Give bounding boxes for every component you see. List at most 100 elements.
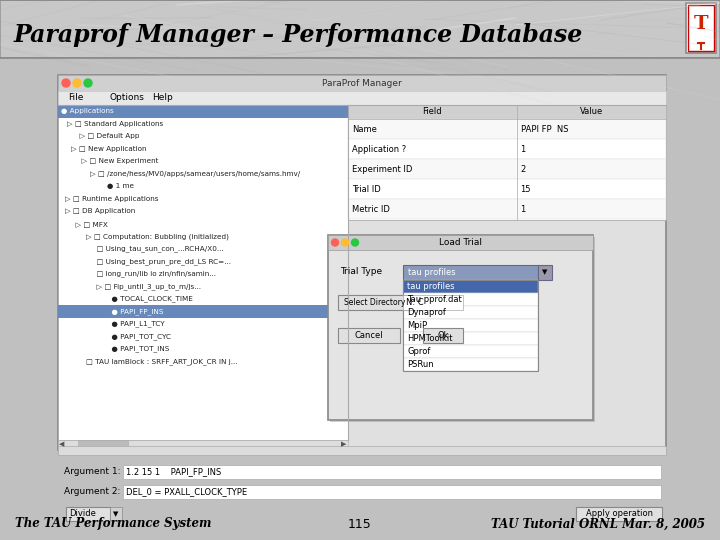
Text: Argument 2:: Argument 2: [64,488,120,496]
Text: ● PAPI_TOT_INS: ● PAPI_TOT_INS [89,346,169,352]
Bar [403,265,538,280]
Text: ▷ □ MFX: ▷ □ MFX [71,221,108,227]
Text: ◀: ◀ [59,441,65,447]
Text: The TAU Performance System: The TAU Performance System [15,517,212,530]
Text: N: C: N: C [406,298,423,307]
Text: Field: Field [423,107,442,117]
Text: Argument 1:: Argument 1: [64,468,120,476]
Text: ▶: ▶ [341,441,347,447]
Circle shape [331,239,338,246]
Text: tau profiles: tau profiles [407,282,454,291]
Bar [576,507,662,521]
Bar [348,159,666,179]
Bar [110,507,122,521]
Text: ▷ □ New Experiment: ▷ □ New Experiment [77,158,158,164]
Text: Trial Type: Trial Type [340,267,382,276]
Bar [58,75,666,450]
Bar [58,448,666,453]
Bar [348,139,666,159]
Text: □ Using_best_prun_pre_dd_LS RC=...: □ Using_best_prun_pre_dd_LS RC=... [83,258,231,265]
Text: Experiment ID: Experiment ID [352,165,413,173]
Bar [330,237,595,422]
Text: T: T [693,15,708,33]
Circle shape [73,79,81,87]
Text: Ok: Ok [437,331,449,340]
Bar [123,465,661,479]
Text: PAPI FP  NS: PAPI FP NS [521,125,568,133]
Text: Metric ID: Metric ID [352,205,390,213]
Text: Divide: Divide [70,510,96,518]
Bar [403,358,538,371]
Text: MpiP: MpiP [407,321,427,330]
Bar [403,280,538,371]
Bar [423,328,463,343]
Bar [348,119,666,139]
Text: Options: Options [110,93,145,103]
Text: ▷ □ Fip_until_3_up_to_m/js...: ▷ □ Fip_until_3_up_to_m/js... [83,283,201,289]
Bar [58,105,348,118]
Text: Trial ID: Trial ID [352,185,381,193]
Bar [348,199,666,219]
Text: 15: 15 [521,185,531,193]
Text: 1: 1 [521,145,526,153]
Text: □ long_run/lib io zin/nfin/samin...: □ long_run/lib io zin/nfin/samin... [83,271,216,277]
Text: ● Applications: ● Applications [61,108,114,114]
Text: ▷ □ DB Application: ▷ □ DB Application [65,208,135,214]
Bar [66,507,110,521]
Bar [58,91,666,105]
Bar [0,58,720,540]
Text: ● TOCAL_CLOCK_TIME: ● TOCAL_CLOCK_TIME [89,295,193,302]
Text: ▷ □ Runtime Applications: ▷ □ Runtime Applications [65,195,158,202]
Text: ● 1 me: ● 1 me [89,183,134,189]
Text: Cancel: Cancel [355,331,383,340]
Bar [686,3,716,53]
Text: 1: 1 [521,205,526,213]
Text: ▼: ▼ [542,269,548,275]
Text: ● PAPI_FP_INS: ● PAPI_FP_INS [89,308,163,315]
Bar [348,179,666,199]
Circle shape [351,239,359,246]
Bar [78,440,128,448]
Bar [403,295,463,310]
Bar [403,332,538,345]
Text: Paraprof Manager – Performance Database: Paraprof Manager – Performance Database [14,23,583,47]
Text: ▷ □ Standard Applications: ▷ □ Standard Applications [67,121,163,127]
Text: □ Using_tau_sun_con_...RCHA/X0...: □ Using_tau_sun_con_...RCHA/X0... [83,245,224,252]
Text: Dynaprof: Dynaprof [407,308,446,317]
Text: TAU Tutorial ORNL Mar. 8, 2005: TAU Tutorial ORNL Mar. 8, 2005 [491,517,705,530]
Circle shape [62,79,70,87]
Text: Apply operation: Apply operation [585,510,652,518]
Text: ▼: ▼ [113,511,119,517]
Bar [403,319,538,332]
Text: 2: 2 [521,165,526,173]
Text: Help: Help [152,93,173,103]
Bar [403,345,538,358]
Text: Name: Name [352,125,377,133]
Text: □ TAU lamBlock : SRFF_ART_JOK_CR IN j...: □ TAU lamBlock : SRFF_ART_JOK_CR IN j... [77,358,238,365]
Bar [348,105,666,119]
Circle shape [84,79,92,87]
Bar [403,280,538,293]
Text: Application ?: Application ? [352,145,406,153]
Text: File: File [68,93,84,103]
Bar [403,293,538,306]
Text: Load Trial: Load Trial [439,238,482,247]
Text: ● PAPI_TOT_CYC: ● PAPI_TOT_CYC [89,333,171,340]
Text: 1.2 15 1    PAPI_FP_INS: 1.2 15 1 PAPI_FP_INS [126,468,221,476]
Text: HPMToolkit: HPMToolkit [407,334,452,343]
Text: tau profiles: tau profiles [408,268,456,277]
Bar [348,105,666,220]
Text: ParaProf Manager: ParaProf Manager [322,78,402,87]
Bar [58,446,666,455]
Bar [58,75,666,91]
Bar [688,5,714,51]
Text: ▷ □ Computation: Bubbling (initialized): ▷ □ Computation: Bubbling (initialized) [77,233,229,240]
Bar [0,0,720,58]
Text: ▷ □ /zone/hess/MV0/apps/samear/users/home/sams.hmv/: ▷ □ /zone/hess/MV0/apps/samear/users/hom… [81,171,300,177]
Text: ▷ □ Default App: ▷ □ Default App [75,133,140,139]
Text: Tau pprof.dat: Tau pprof.dat [407,295,462,304]
Text: Select Directory: Select Directory [344,298,405,307]
Text: Value: Value [580,107,603,117]
Bar [328,235,593,250]
Bar [328,235,593,420]
